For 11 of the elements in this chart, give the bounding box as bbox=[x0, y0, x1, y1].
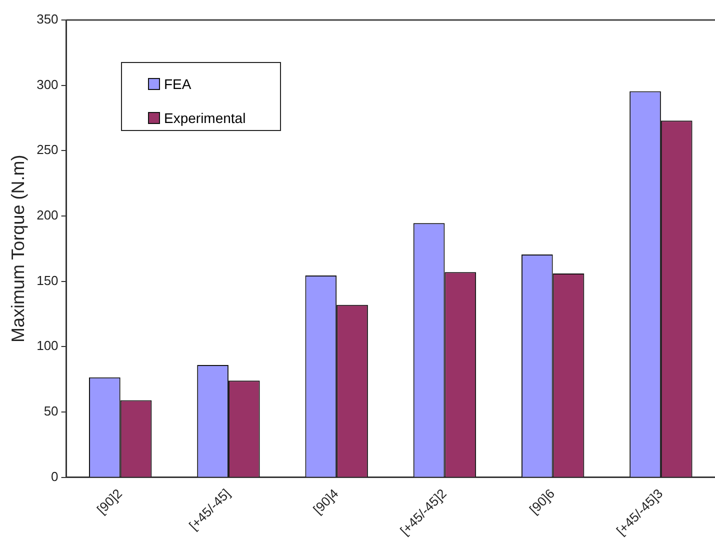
legend-label: FEA bbox=[164, 76, 192, 92]
legend-label: Experimental bbox=[164, 110, 246, 126]
y-tick-label: 50 bbox=[44, 404, 58, 419]
y-tick-label: 200 bbox=[36, 208, 58, 223]
y-tick-label: 300 bbox=[36, 76, 58, 92]
y-tick-label: 350 bbox=[36, 12, 58, 27]
y-tick-label: 100 bbox=[36, 338, 58, 354]
y-axis-title: Maximum Torque (N.m) bbox=[8, 154, 28, 343]
y-tick-label: 250 bbox=[36, 142, 58, 158]
y-tick-label: 150 bbox=[36, 272, 58, 288]
y-tick-label: 0 bbox=[51, 468, 58, 484]
